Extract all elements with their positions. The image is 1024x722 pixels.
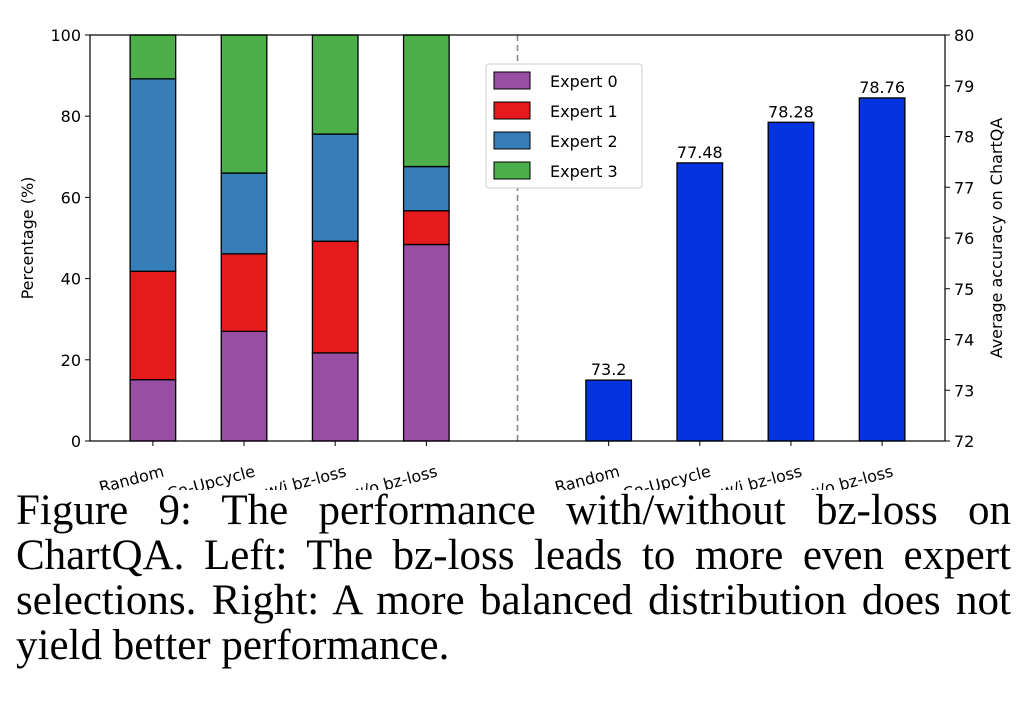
accuracy-bar bbox=[585, 379, 633, 442]
x-tick-label: Co-Upcycle bbox=[621, 462, 713, 490]
bar-segment bbox=[402, 243, 450, 442]
data-label: 78.76 bbox=[859, 78, 905, 97]
x-tick-label: Co-Upcycle bbox=[165, 462, 257, 490]
y2-tick-label: 80 bbox=[954, 26, 974, 45]
legend-swatch bbox=[493, 131, 531, 150]
accuracy-bar bbox=[767, 121, 815, 442]
x-tick-label: w/i bz-loss bbox=[263, 462, 348, 490]
bar-segment bbox=[220, 172, 268, 255]
legend-swatch bbox=[493, 161, 531, 180]
legend-label: Expert 3 bbox=[550, 162, 618, 181]
y-axis-label: Percentage (%) bbox=[18, 177, 37, 300]
x-tick-label: Random bbox=[97, 462, 166, 490]
y-tick-label: 40 bbox=[61, 270, 81, 289]
bar-segment bbox=[311, 133, 359, 242]
y-tick-label: 20 bbox=[61, 351, 81, 370]
chart: Random Co-Upcycle w/i bz-loss w/o bz-loss73… bbox=[18, 26, 1006, 490]
legend-label: Expert 1 bbox=[550, 102, 618, 121]
legend-box bbox=[485, 63, 643, 189]
legend-swatch bbox=[493, 101, 531, 120]
accuracy-bar bbox=[858, 97, 906, 442]
bar-segment bbox=[220, 330, 268, 442]
y2-axis-label: Average accuracy on ChartQA bbox=[987, 118, 1006, 359]
legend-label: Expert 2 bbox=[550, 132, 618, 151]
data-label: 73.2 bbox=[591, 360, 627, 379]
bar-segment bbox=[311, 352, 359, 442]
bar-segment bbox=[402, 165, 450, 212]
x-tick-label: w/o bz-loss bbox=[349, 462, 439, 490]
y2-tick-label: 72 bbox=[954, 432, 974, 451]
bar-segment bbox=[311, 34, 359, 135]
bar-segment bbox=[129, 34, 177, 80]
y2-tick-label: 75 bbox=[954, 280, 974, 299]
legend-swatch bbox=[493, 71, 531, 90]
x-tick-label: Random bbox=[553, 462, 622, 490]
bar-segment bbox=[402, 34, 450, 168]
y2-tick-label: 76 bbox=[954, 229, 974, 248]
accuracy-bar bbox=[676, 162, 724, 442]
y-tick-label: 80 bbox=[61, 107, 81, 126]
x-tick-label: w/o bz-loss bbox=[805, 462, 895, 490]
bar-segment bbox=[220, 34, 268, 174]
bar-segment bbox=[129, 78, 177, 272]
legend-label: Expert 0 bbox=[550, 72, 618, 91]
bar-segment bbox=[129, 270, 177, 381]
y2-tick-label: 78 bbox=[954, 128, 974, 147]
data-label: 77.48 bbox=[677, 143, 723, 162]
y-tick-label: 60 bbox=[61, 188, 81, 207]
bar-segment bbox=[220, 253, 268, 333]
bar-segment bbox=[311, 240, 359, 354]
bar-segment bbox=[402, 210, 450, 246]
x-tick-label: w/i bz-loss bbox=[719, 462, 804, 490]
y2-tick-label: 74 bbox=[954, 331, 974, 350]
bar-segment bbox=[129, 379, 177, 442]
y-tick-label: 100 bbox=[50, 26, 81, 45]
data-label: 78.28 bbox=[768, 102, 814, 121]
y2-tick-label: 79 bbox=[954, 77, 974, 96]
y-tick-label: 0 bbox=[71, 432, 81, 451]
y2-tick-label: 77 bbox=[954, 178, 974, 197]
figure-caption: Figure 9: The performance with/without b… bbox=[16, 487, 1011, 669]
y2-tick-label: 73 bbox=[954, 381, 974, 400]
